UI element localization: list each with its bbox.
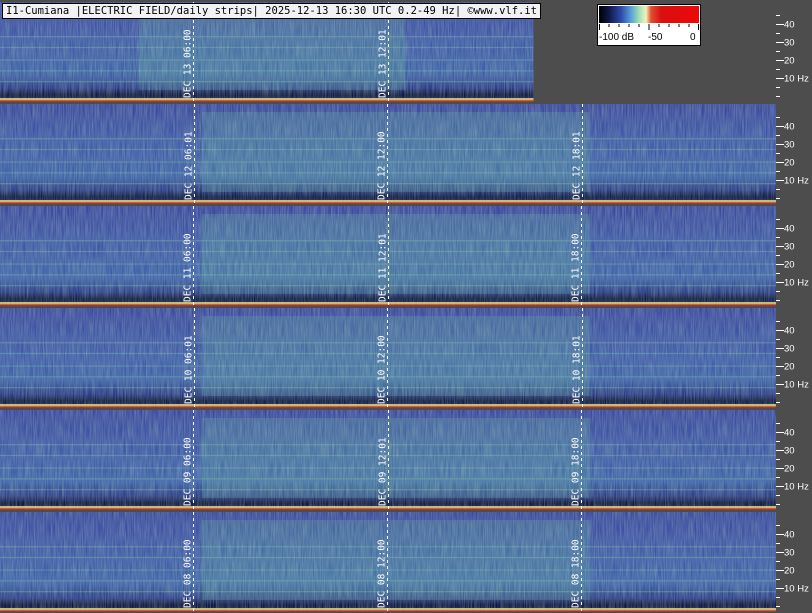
frequency-tick-label: 10 Hz — [784, 482, 809, 493]
time-marker-label: DEC 13 06:00 — [183, 29, 194, 98]
frequency-tick-label: 20 — [784, 464, 795, 475]
frequency-axis: 10 Hz 20 30 40 — [776, 525, 809, 607]
time-marker-label: DEC 09 12:01 — [378, 437, 389, 506]
frequency-axis: 10 Hz 20 30 40 — [776, 15, 809, 97]
frequency-tick-label: 30 — [784, 446, 795, 457]
time-marker-label: DEC 08 06:00 — [183, 539, 194, 608]
time-marker-label: DEC 10 06:01 — [184, 335, 195, 404]
time-marker-label: DEC 10 12:00 — [377, 335, 388, 404]
frequency-axis: 10 Hz 20 30 40 — [776, 321, 809, 403]
time-marker-label: DEC 11 18:00 — [571, 233, 582, 302]
time-marker-label: DEC 12 12:00 — [377, 131, 388, 200]
frequency-tick-label: 40 — [784, 122, 795, 133]
time-marker-label: DEC 11 12:01 — [378, 233, 389, 302]
frequency-tick-label: 20 — [784, 260, 795, 271]
frequency-tick-label: 40 — [784, 20, 795, 31]
frequency-tick-label: 20 — [784, 362, 795, 373]
frequency-tick-label: 10 Hz — [784, 74, 809, 85]
frequency-tick-label: 30 — [784, 548, 795, 559]
frequency-tick-label: 30 — [784, 38, 795, 49]
frequency-tick-label: 20 — [784, 56, 795, 67]
frequency-tick-label: 30 — [784, 140, 795, 151]
strip-dec-12: DEC 12 06:01 DEC 12 12:00 DEC 12 18:01 — [0, 104, 776, 204]
legend-ticks — [599, 24, 699, 30]
strip-dec-09: DEC 09 06:00 DEC 09 12:01 DEC 09 18:00 — [0, 410, 776, 510]
time-marker-label: DEC 12 18:01 — [572, 131, 583, 200]
legend-color-bar — [599, 6, 699, 23]
time-marker-label: DEC 09 18:00 — [571, 437, 582, 506]
frequency-tick-label: 10 Hz — [784, 584, 809, 595]
frequency-axis: 10 Hz 20 30 40 — [776, 423, 809, 505]
frequency-tick-label: 20 — [784, 566, 795, 577]
frequency-tick-label: 40 — [784, 428, 795, 439]
legend-mid-label: -50 — [648, 32, 663, 43]
strip-dec-08: DEC 08 06:00 DEC 08 12:00 DEC 08 18:00 — [0, 512, 776, 612]
frequency-axis: 10 Hz 20 30 40 — [776, 117, 809, 199]
time-marker-label: DEC 09 06:00 — [183, 437, 194, 506]
time-marker-label: DEC 12 06:01 — [184, 131, 195, 200]
frequency-tick-label: 10 Hz — [784, 176, 809, 187]
frequency-tick-label: 30 — [784, 344, 795, 355]
strip-dec-10: DEC 10 06:01 DEC 10 12:00 DEC 10 18:01 — [0, 308, 776, 408]
frequency-tick-label: 30 — [784, 242, 795, 253]
baseline-band — [0, 98, 534, 101]
time-marker-label: DEC 11 06:00 — [183, 233, 194, 302]
frequency-axis: 10 Hz 20 30 40 — [776, 219, 809, 301]
legend-max-label: 0 — [690, 32, 696, 43]
strip-dec-11: DEC 11 06:00 DEC 11 12:01 DEC 11 18:00 — [0, 206, 776, 306]
time-marker-label: DEC 08 12:00 — [377, 539, 388, 608]
baseline-red — [0, 100, 534, 102]
time-marker-label: DEC 08 18:00 — [571, 539, 582, 608]
frequency-tick-label: 20 — [784, 158, 795, 169]
frequency-tick-label: 40 — [784, 530, 795, 541]
time-marker-label: DEC 10 18:01 — [572, 335, 583, 404]
chart-title: I1-Cumiana |ELECTRIC FIELD/daily strips|… — [2, 3, 542, 19]
frequency-tick-label: 10 Hz — [784, 380, 809, 391]
frequency-tick-label: 40 — [784, 326, 795, 337]
legend-min-label: -100 dB — [599, 32, 635, 43]
frequency-tick-label: 40 — [784, 224, 795, 235]
time-marker-label: DEC 13 12:01 — [378, 29, 389, 98]
color-legend: -100 dB -50 0 — [597, 4, 701, 46]
frequency-tick-label: 10 Hz — [784, 278, 809, 289]
